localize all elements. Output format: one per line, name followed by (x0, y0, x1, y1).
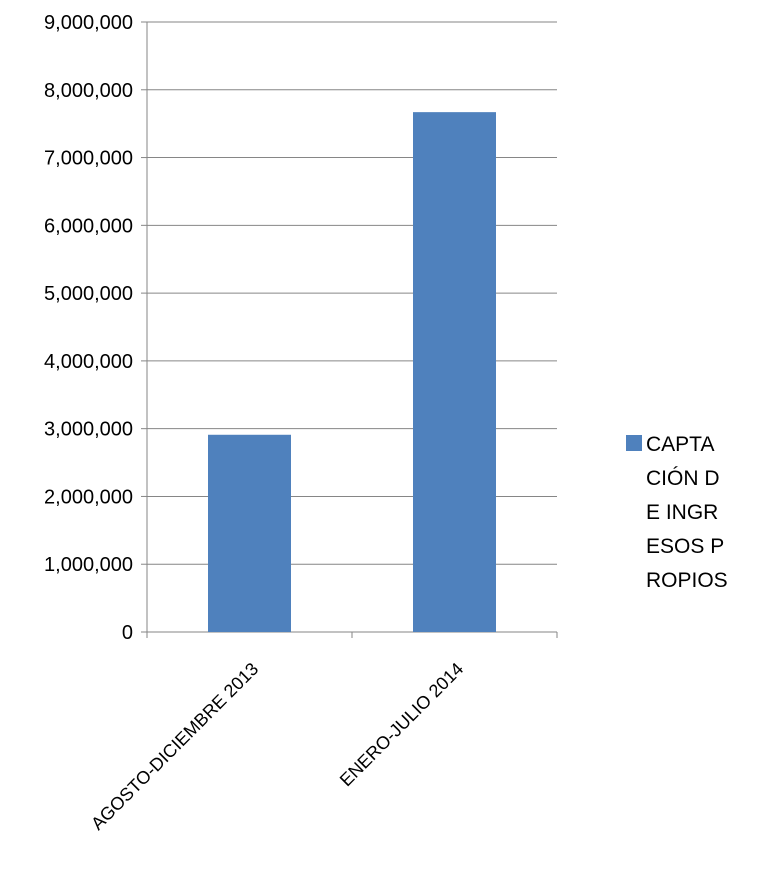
y-tick-label: 4,000,000 (44, 351, 133, 373)
y-tick-label: 0 (122, 622, 133, 644)
legend-label: CAPTACIÓN DE INGRESOS PROPIOS (646, 433, 728, 592)
y-tick-label: 9,000,000 (44, 12, 133, 34)
y-tick-label: 6,000,000 (44, 215, 133, 237)
y-tick-label: 7,000,000 (44, 148, 133, 170)
legend-swatch (626, 435, 642, 451)
bar (208, 434, 291, 632)
x-tick-label: ENERO-JULIO 2014 (336, 659, 468, 791)
x-tick-label: AGOSTO-DICIEMBRE 2013 (87, 659, 262, 834)
y-tick-label: 1,000,000 (44, 554, 133, 576)
bar (413, 112, 496, 632)
y-tick-label: 8,000,000 (44, 80, 133, 102)
y-tick-label: 5,000,000 (44, 283, 133, 305)
y-tick-label: 3,000,000 (44, 419, 133, 441)
y-tick-label: 2,000,000 (44, 486, 133, 508)
